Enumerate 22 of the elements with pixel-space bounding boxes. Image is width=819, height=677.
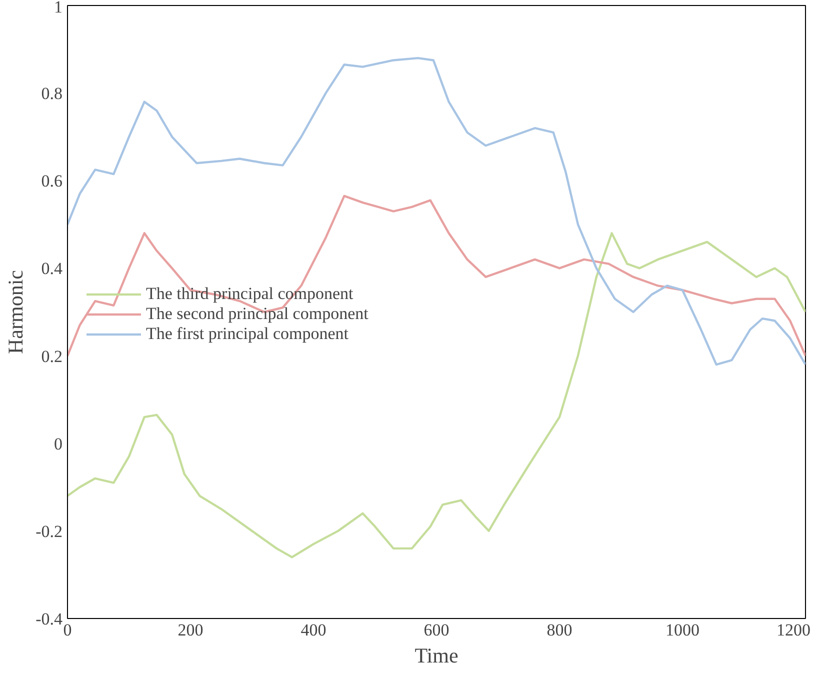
- y-tick-label: 0: [54, 434, 62, 454]
- legend-label: The third principal component: [146, 284, 354, 304]
- line-series: [68, 194, 806, 357]
- line-series: [68, 232, 806, 558]
- y-tick-label: 0.4: [41, 259, 63, 278]
- y-tick-label: 0.2: [41, 346, 62, 366]
- x-tick-label: 1200: [776, 620, 810, 640]
- y-tick-label: 0.8: [41, 84, 62, 104]
- x-tick-label: 400: [300, 620, 326, 640]
- y-tick-label: -0.4: [36, 610, 63, 628]
- y-tick-label: 0.6: [41, 172, 62, 191]
- legend-label: The second principal component: [146, 304, 368, 324]
- x-tick-label: 600: [424, 620, 450, 640]
- y-tick-label: 1: [54, 0, 62, 16]
- x-tick-label: 200: [178, 620, 204, 640]
- line-series: [68, 56, 806, 366]
- legend-label: The first principal component: [146, 324, 349, 344]
- y-axis-title: Harmonic: [4, 270, 28, 354]
- x-tick-label: 800: [546, 620, 572, 640]
- y-tick-label: -0.2: [36, 522, 63, 541]
- x-tick-label: 1000: [666, 620, 700, 640]
- x-axis-title: Time: [414, 644, 458, 668]
